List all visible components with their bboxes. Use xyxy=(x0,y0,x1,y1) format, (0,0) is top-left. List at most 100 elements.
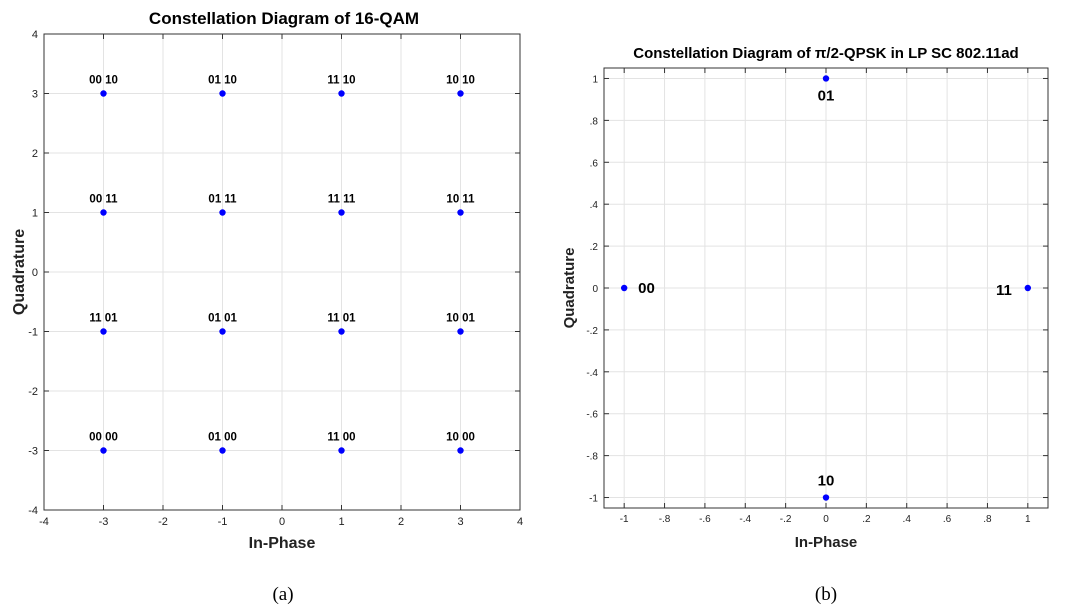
data-point xyxy=(338,328,345,335)
y-tick-label: 1 xyxy=(592,74,598,85)
data-point xyxy=(100,328,107,335)
data-point xyxy=(219,447,226,454)
tick-marks xyxy=(604,68,1048,508)
data-point xyxy=(219,328,226,335)
y-tick-label: -1 xyxy=(28,327,38,339)
data-point xyxy=(457,90,464,97)
point-label: 01 01 xyxy=(208,313,237,325)
point-label: 01 11 xyxy=(208,194,237,206)
y-axis-label: Quadrature xyxy=(561,248,578,329)
point-label: 11 xyxy=(996,282,1012,299)
x-tick-label: 2 xyxy=(398,516,404,528)
point-label: 10 11 xyxy=(446,194,475,206)
y-tick-label: .8 xyxy=(590,116,599,127)
y-axis-label: Quadrature xyxy=(11,229,28,315)
point-label: 10 01 xyxy=(446,313,475,325)
y-tick-label: -1 xyxy=(589,494,598,505)
x-tick-label: -2 xyxy=(158,516,168,528)
x-tick-label: -1 xyxy=(620,514,629,525)
data-point xyxy=(457,328,464,335)
point-label: 11 00 xyxy=(327,432,355,444)
x-tick-label: 1 xyxy=(338,516,344,528)
y-tick-labels: -4 -3 -2 -1 0 1 2 3 4 xyxy=(28,29,38,517)
x-tick-label: -1 xyxy=(218,516,228,528)
data-point xyxy=(822,75,830,82)
y-tick-label: -.4 xyxy=(586,368,598,379)
y-tick-label: .4 xyxy=(590,200,599,211)
data-point xyxy=(219,90,226,97)
x-tick-labels: -4 -3 -2 -1 0 1 2 3 4 xyxy=(39,516,523,528)
y-tick-label: 3 xyxy=(32,89,38,101)
point-label: 10 xyxy=(818,473,835,490)
data-points xyxy=(620,75,1032,501)
y-tick-label: -4 xyxy=(28,505,38,517)
chart-title: Constellation Diagram of 16-QAM xyxy=(149,9,419,28)
x-tick-label: -.4 xyxy=(739,514,751,525)
point-label: 11 11 xyxy=(328,194,356,206)
point-labels: 00 10 01 10 11 10 10 10 00 11 01 11 11 11 10 11… xyxy=(89,75,475,444)
grid xyxy=(604,68,1048,508)
point-label: 00 11 xyxy=(89,194,118,206)
y-tick-label: 1 xyxy=(32,208,38,220)
x-tick-label: -3 xyxy=(99,516,109,528)
y-tick-label: .6 xyxy=(590,158,599,169)
x-tick-label: -4 xyxy=(39,516,49,528)
y-tick-label: -.8 xyxy=(586,452,598,463)
point-label: 01 10 xyxy=(208,75,237,87)
x-tick-label: 4 xyxy=(517,516,523,528)
x-tick-label: -.2 xyxy=(780,514,792,525)
data-point xyxy=(620,284,628,292)
x-axis-label: In-Phase xyxy=(795,534,858,551)
x-tick-label: .4 xyxy=(903,514,912,525)
point-label: 00 10 xyxy=(89,75,118,87)
point-label: 00 00 xyxy=(89,432,118,444)
data-points xyxy=(100,90,464,454)
y-tick-label: -3 xyxy=(28,446,38,458)
x-tick-labels: -1 -.8 -.6 -.4 -.2 0 .2 .4 .6 .8 1 xyxy=(620,514,1031,525)
data-point xyxy=(100,90,107,97)
x-tick-label: 0 xyxy=(279,516,285,528)
data-point xyxy=(338,90,345,97)
point-label: 01 xyxy=(818,87,835,104)
point-label: 10 10 xyxy=(446,75,475,87)
x-tick-label: .2 xyxy=(862,514,871,525)
y-tick-labels: -1 -.8 -.6 -.4 -.2 0 .2 .4 .6 .8 1 xyxy=(586,74,598,504)
x-tick-label: 0 xyxy=(823,514,829,525)
y-tick-label: 4 xyxy=(32,29,38,41)
data-point xyxy=(100,447,107,454)
x-tick-label: -.8 xyxy=(659,514,671,525)
data-point xyxy=(1024,284,1032,292)
point-label: 10 00 xyxy=(446,432,475,444)
x-tick-label: .6 xyxy=(943,514,952,525)
x-tick-label: 3 xyxy=(457,516,463,528)
point-label: 00 xyxy=(638,280,655,297)
chart-qpsk: Constellation Diagram of π/2-QPSK in LP … xyxy=(561,45,1049,605)
x-tick-label: 1 xyxy=(1025,514,1031,525)
data-point xyxy=(100,209,107,216)
x-tick-label: -.6 xyxy=(699,514,711,525)
y-tick-label: 0 xyxy=(32,267,38,279)
y-tick-label: -.6 xyxy=(586,410,598,421)
data-point xyxy=(822,494,830,501)
tick-marks xyxy=(43,33,521,511)
point-label: 11 10 xyxy=(327,75,355,87)
data-point xyxy=(338,447,345,454)
chart-title: Constellation Diagram of π/2-QPSK in LP … xyxy=(633,45,1018,62)
y-tick-label: -.2 xyxy=(586,326,598,337)
point-labels: 01 00 11 10 xyxy=(638,87,1012,489)
y-tick-label: .2 xyxy=(590,242,599,253)
data-point xyxy=(457,447,464,454)
caption: (b) xyxy=(815,584,837,605)
point-label: 11 01 xyxy=(327,313,356,325)
caption: (a) xyxy=(272,584,293,605)
point-label: 01 00 xyxy=(208,432,237,444)
y-tick-label: 0 xyxy=(592,284,598,295)
data-point xyxy=(457,209,464,216)
point-label: 11 01 xyxy=(89,313,118,325)
chart-16qam: Constellation Diagram of 16-QAM -4 -3 -2 -1… xyxy=(11,9,523,605)
data-point xyxy=(219,209,226,216)
y-tick-label: -2 xyxy=(28,386,38,398)
y-tick-label: 2 xyxy=(32,148,38,160)
x-tick-label: .8 xyxy=(983,514,992,525)
